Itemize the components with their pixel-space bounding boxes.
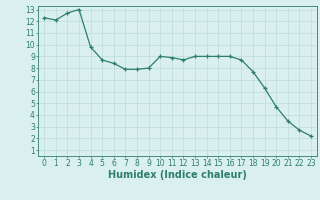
X-axis label: Humidex (Indice chaleur): Humidex (Indice chaleur) bbox=[108, 170, 247, 180]
